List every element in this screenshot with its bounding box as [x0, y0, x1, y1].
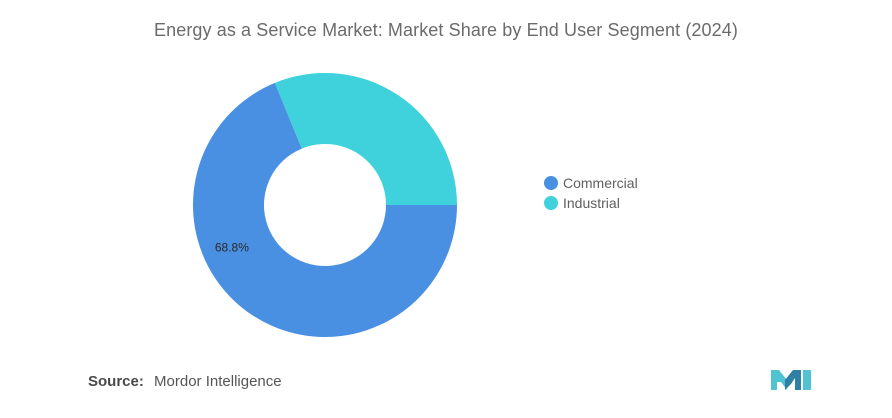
- legend-label-commercial: Commercial: [563, 175, 638, 191]
- mordor-intelligence-logo: [771, 370, 811, 390]
- legend-item-commercial: Commercial: [544, 173, 638, 193]
- data-label-commercial: 68.8%: [215, 240, 249, 254]
- donut-slice-commercial: [193, 82, 458, 338]
- source-note: Source: Mordor Intelligence: [88, 373, 282, 390]
- chart-legend: Commercial Industrial: [544, 173, 638, 213]
- donut-slices: [193, 73, 458, 338]
- source-text: Mordor Intelligence: [154, 373, 282, 390]
- source-label: Source:: [88, 373, 144, 390]
- legend-swatch-industrial: [544, 196, 558, 210]
- donut-slice-industrial: [274, 73, 457, 205]
- donut-data-labels: 68.8%: [215, 240, 249, 254]
- legend-label-industrial: Industrial: [563, 195, 620, 211]
- legend-swatch-commercial: [544, 176, 558, 190]
- legend-item-industrial: Industrial: [544, 193, 638, 213]
- chart-title: Energy as a Service Market: Market Share…: [154, 20, 738, 40]
